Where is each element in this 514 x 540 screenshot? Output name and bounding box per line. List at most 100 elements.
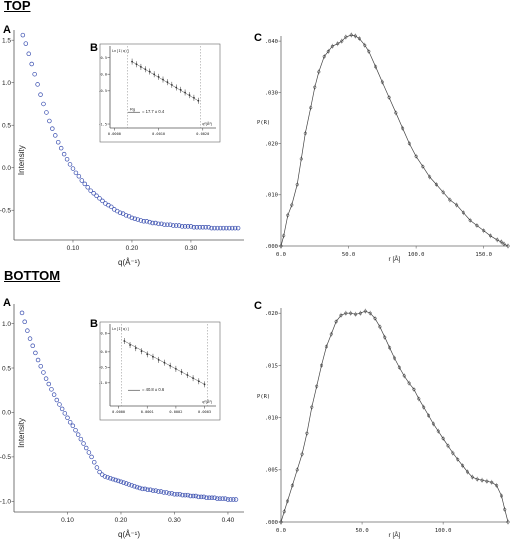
top-a-data-point (156, 221, 161, 227)
bottom-a-data-point (126, 482, 132, 487)
bottom-b-data-point (129, 344, 131, 346)
top-a-data-point (50, 126, 55, 131)
top-a-data-point (159, 221, 164, 227)
top-c-data-point (344, 35, 348, 39)
bottom-c-data-point (465, 470, 470, 474)
bottom-c-data-point (339, 313, 343, 317)
top-c-data-point (488, 234, 492, 238)
bottom-c-data-point (363, 309, 367, 313)
bottom-c-data-point (368, 311, 372, 315)
top-b-x-tick-label: 0.0000 (108, 132, 121, 136)
top-a-data-point (188, 224, 194, 229)
bottom-a-data-point (121, 480, 126, 485)
top-c-data-point (499, 240, 503, 244)
bottom-c-data-point (402, 374, 406, 378)
top-a-data-point (153, 220, 158, 226)
top-b-data-point (188, 94, 191, 97)
bottom-b-inset-frame (99, 321, 221, 421)
top-a-x-tick-label: 0.10 (67, 245, 80, 252)
bottom-a-data-point (228, 497, 233, 502)
top-c-x-tick-label: 100.0 (408, 252, 425, 258)
top-b-data-point (162, 78, 164, 81)
top-a-data-point (206, 224, 211, 230)
top-a-data-point (41, 101, 46, 107)
bottom-c-data-point (285, 499, 290, 503)
top-a-data-point (26, 51, 31, 57)
bottom-a-data-point (94, 465, 100, 470)
top-c-x-tick-label: 0.0 (276, 252, 286, 258)
bottom-a-data-point (59, 406, 65, 412)
top-a-data-point (20, 32, 26, 38)
panel-letter-bottom-b: B (90, 318, 98, 330)
bottom-a-data-point (43, 376, 49, 381)
top-a-data-point (88, 188, 93, 193)
top-c-data-point (414, 154, 418, 158)
top-a-data-point (162, 222, 167, 227)
top-a-data-point (82, 181, 88, 187)
top-a-data-point (23, 41, 29, 46)
top-c-data-point (394, 111, 398, 115)
bottom-c-data-point (490, 480, 494, 484)
top-a-data-point (212, 225, 217, 231)
bottom-c-data-point (407, 381, 411, 385)
bottom-c-data-point (441, 436, 445, 441)
bottom-a-data-point (22, 319, 27, 325)
top-a-data-point (109, 204, 114, 210)
bottom-a-data-point (212, 495, 217, 501)
bottom-b-annotation: = 40.8 ± 0.6 (142, 387, 165, 392)
bottom-a-data-point (209, 495, 215, 501)
panel-letter-bottom-a: A (3, 297, 11, 309)
top-c-y-tick-label: .020 (265, 141, 278, 147)
bottom-c-data-point (436, 429, 440, 433)
bottom-a-data-point (83, 445, 89, 451)
bottom-a-data-point (156, 489, 161, 494)
top-b-data-point (144, 68, 147, 71)
bottom-a-data-point (41, 370, 46, 375)
top-a-data-point (147, 219, 152, 225)
top-c-data-point (441, 190, 445, 194)
top-b-data-point (170, 83, 173, 86)
bottom-a-data-point (201, 494, 207, 500)
bottom-c-data-point (354, 312, 358, 316)
bottom-a-data-point (35, 357, 41, 363)
bottom-c-data-point (315, 384, 319, 388)
bottom-b-data-point (163, 361, 166, 364)
bottom-c-data-point (334, 320, 338, 324)
bottom-c-data-point (470, 475, 474, 479)
top-b-y-tick-label: 0.0 (101, 72, 108, 76)
bottom-b-y-tick-label: 0.6 (101, 332, 108, 336)
panel-letter-top-b: B (90, 42, 98, 54)
top-b-data-point (153, 73, 156, 76)
bottom-c-data-point (456, 457, 460, 461)
top-b-x-label: q²(Å²) (202, 121, 212, 126)
bottom-a-x-tick-label: 0.10 (61, 517, 74, 524)
top-b-data-point (166, 81, 169, 84)
section-title-bottom: BOTTOM (4, 268, 61, 283)
bottom-a-x-label: q(Å⁻¹) (118, 530, 140, 539)
top-a-data-point (235, 225, 241, 231)
bottom-a-data-point (161, 490, 167, 495)
top-a-data-point (44, 110, 49, 115)
top-c-data-point (380, 80, 384, 84)
top-a-data-point (224, 225, 229, 231)
bottom-b-x-tick-label: 0.0003 (198, 410, 211, 414)
top-c-data-point (461, 211, 465, 215)
bottom-a-x-tick-label: 0.30 (168, 517, 181, 524)
section-title-top: TOP (4, 0, 31, 13)
bottom-c-data-point (324, 345, 328, 349)
bottom-c-data-point (290, 483, 294, 488)
top-c-data-point (448, 198, 452, 202)
bottom-c-data-point (295, 468, 299, 472)
bottom-a-data-point (78, 436, 84, 442)
bottom-a-data-point (225, 497, 231, 502)
bottom-c-x-tick-label: 100.0 (435, 528, 452, 534)
bottom-c-y-tick-label: .015 (265, 363, 278, 369)
top-a-data-point (182, 224, 188, 229)
bottom-a-data-point (231, 497, 236, 502)
top-c-x-tick-label: 150.0 (475, 252, 492, 258)
top-c-y-tick-label: .000 (265, 244, 278, 250)
top-a-data-point (168, 222, 173, 227)
top-c-y-tick-label: .040 (265, 39, 278, 45)
bottom-a-data-point (73, 427, 78, 433)
bottom-a-data-point (108, 475, 113, 481)
